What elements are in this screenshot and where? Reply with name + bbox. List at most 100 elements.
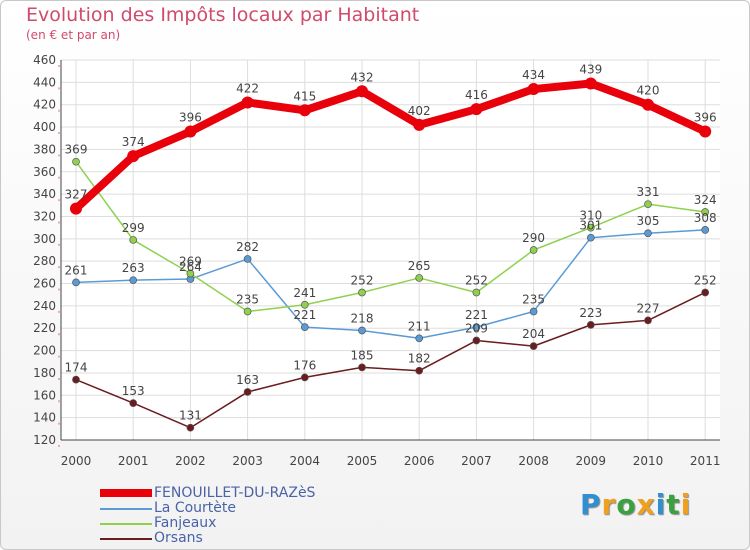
data-point bbox=[586, 321, 595, 329]
data-label: 218 bbox=[351, 311, 374, 325]
data-label: 374 bbox=[122, 135, 145, 149]
x-tick-label: 2007 bbox=[461, 454, 492, 468]
data-label: 176 bbox=[293, 358, 316, 372]
data-point bbox=[358, 326, 366, 335]
data-label: 252 bbox=[351, 273, 374, 287]
data-label: 282 bbox=[236, 240, 259, 254]
data-point bbox=[472, 336, 481, 345]
data-label: 308 bbox=[694, 211, 717, 225]
data-label: 369 bbox=[65, 143, 88, 157]
data-point bbox=[127, 150, 140, 163]
data-point bbox=[527, 83, 540, 96]
y-tick-label: 460 bbox=[33, 53, 56, 67]
y-tick-label: 120 bbox=[33, 433, 56, 447]
data-point bbox=[243, 307, 252, 316]
data-label: 439 bbox=[579, 62, 602, 76]
data-label: 324 bbox=[694, 193, 717, 207]
data-point bbox=[701, 288, 710, 297]
data-point bbox=[584, 77, 597, 90]
plot-area bbox=[61, 60, 720, 440]
x-tick-label: 2004 bbox=[290, 454, 321, 468]
data-label: 396 bbox=[694, 111, 717, 125]
y-tick-label: 360 bbox=[33, 165, 56, 179]
data-point bbox=[529, 307, 538, 316]
data-label: 327 bbox=[65, 188, 88, 202]
data-label: 261 bbox=[65, 263, 88, 277]
data-label: 416 bbox=[465, 88, 488, 102]
data-point bbox=[529, 342, 538, 350]
y-tick-label: 140 bbox=[33, 411, 56, 425]
data-label: 263 bbox=[122, 261, 145, 275]
data-label: 182 bbox=[408, 352, 431, 366]
data-label: 301 bbox=[579, 219, 602, 233]
data-point bbox=[72, 375, 80, 384]
data-label: 174 bbox=[65, 361, 88, 375]
data-label: 432 bbox=[351, 70, 374, 84]
data-label: 131 bbox=[179, 409, 202, 423]
logo-letter: i bbox=[680, 488, 692, 521]
data-label: 264 bbox=[179, 260, 202, 274]
data-point bbox=[701, 226, 710, 234]
series-line-3 bbox=[75, 291, 706, 429]
data-label: 265 bbox=[408, 259, 431, 273]
x-tick-label: 2010 bbox=[633, 454, 664, 468]
y-tick-label: 240 bbox=[33, 299, 56, 313]
y-tick-label: 340 bbox=[33, 187, 56, 201]
data-point bbox=[586, 223, 595, 232]
data-point bbox=[243, 255, 252, 263]
data-point bbox=[298, 104, 311, 117]
y-tick-label: 220 bbox=[33, 321, 56, 335]
data-point bbox=[701, 208, 710, 216]
legend-swatch bbox=[100, 489, 152, 497]
data-point bbox=[300, 323, 309, 331]
data-label: 163 bbox=[236, 373, 259, 387]
x-tick-label: 2008 bbox=[518, 454, 549, 468]
data-label: 223 bbox=[579, 306, 602, 320]
data-point bbox=[186, 269, 195, 278]
data-label: 434 bbox=[522, 68, 545, 82]
data-label: 252 bbox=[694, 273, 717, 287]
x-tick-label: 2000 bbox=[61, 454, 92, 468]
series-line-1 bbox=[75, 229, 706, 340]
logo-letter: i bbox=[655, 488, 667, 521]
logo-letter: r bbox=[601, 488, 617, 521]
data-point bbox=[184, 125, 197, 138]
x-tick-label: 2002 bbox=[175, 454, 206, 468]
data-label: 235 bbox=[236, 292, 259, 306]
legend-swatch bbox=[100, 508, 152, 510]
logo-letter: t bbox=[666, 488, 681, 521]
data-label: 331 bbox=[637, 185, 660, 199]
data-point bbox=[415, 274, 424, 282]
data-point bbox=[70, 202, 82, 215]
data-label: 299 bbox=[122, 221, 145, 235]
data-point bbox=[529, 246, 538, 254]
y-tick-label: 280 bbox=[33, 254, 56, 268]
y-tick-label: 260 bbox=[33, 277, 56, 291]
data-label: 402 bbox=[408, 104, 431, 118]
data-label: 221 bbox=[293, 308, 316, 322]
data-point bbox=[300, 300, 309, 309]
data-point bbox=[129, 236, 138, 244]
data-label: 415 bbox=[293, 89, 316, 103]
data-point bbox=[358, 288, 366, 297]
logo-letter: x bbox=[636, 488, 656, 521]
legend-label: Orsans bbox=[154, 530, 203, 546]
data-label: 420 bbox=[637, 84, 660, 98]
data-point bbox=[644, 316, 652, 325]
data-point bbox=[243, 388, 252, 396]
data-label: 235 bbox=[522, 292, 545, 306]
data-point bbox=[642, 98, 654, 111]
data-point bbox=[72, 157, 80, 166]
x-tick-label: 2001 bbox=[118, 454, 149, 468]
data-label: 153 bbox=[122, 384, 145, 398]
y-tick-label: 400 bbox=[33, 120, 56, 134]
data-label: 204 bbox=[522, 327, 545, 341]
data-label: 396 bbox=[179, 111, 202, 125]
y-tick-label: 200 bbox=[33, 344, 56, 358]
y-tick-label: 180 bbox=[33, 366, 56, 380]
x-tick-label: 2005 bbox=[347, 454, 378, 468]
data-label: 221 bbox=[465, 308, 488, 322]
data-point bbox=[300, 373, 309, 382]
data-point bbox=[699, 125, 712, 138]
